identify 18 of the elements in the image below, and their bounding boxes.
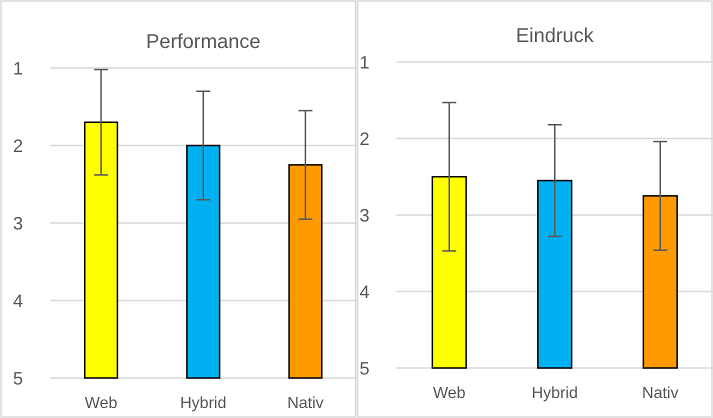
- x-tick-label: Hybrid: [180, 395, 226, 412]
- y-tick-label: 4: [359, 282, 370, 302]
- y-tick-label: 4: [12, 290, 24, 311]
- x-tick-label: Nativ: [287, 395, 324, 412]
- chart-title: Performance: [146, 31, 260, 53]
- y-tick-label: 1: [12, 58, 24, 78]
- y-tick-label: 3: [359, 205, 370, 226]
- x-tick-label: Web: [84, 395, 118, 412]
- y-tick-label: 1: [359, 52, 370, 72]
- x-tick-label: Hybrid: [532, 385, 578, 402]
- y-tick-label: 5: [359, 358, 370, 378]
- x-tick-label: Web: [432, 385, 466, 402]
- y-tick-label: 5: [12, 368, 24, 388]
- chart-title: Eindruck: [516, 25, 595, 47]
- x-tick-label: Nativ: [642, 385, 678, 402]
- y-tick-label: 3: [12, 213, 24, 234]
- y-tick-label: 2: [12, 136, 24, 156]
- y-tick-label: 2: [359, 128, 370, 149]
